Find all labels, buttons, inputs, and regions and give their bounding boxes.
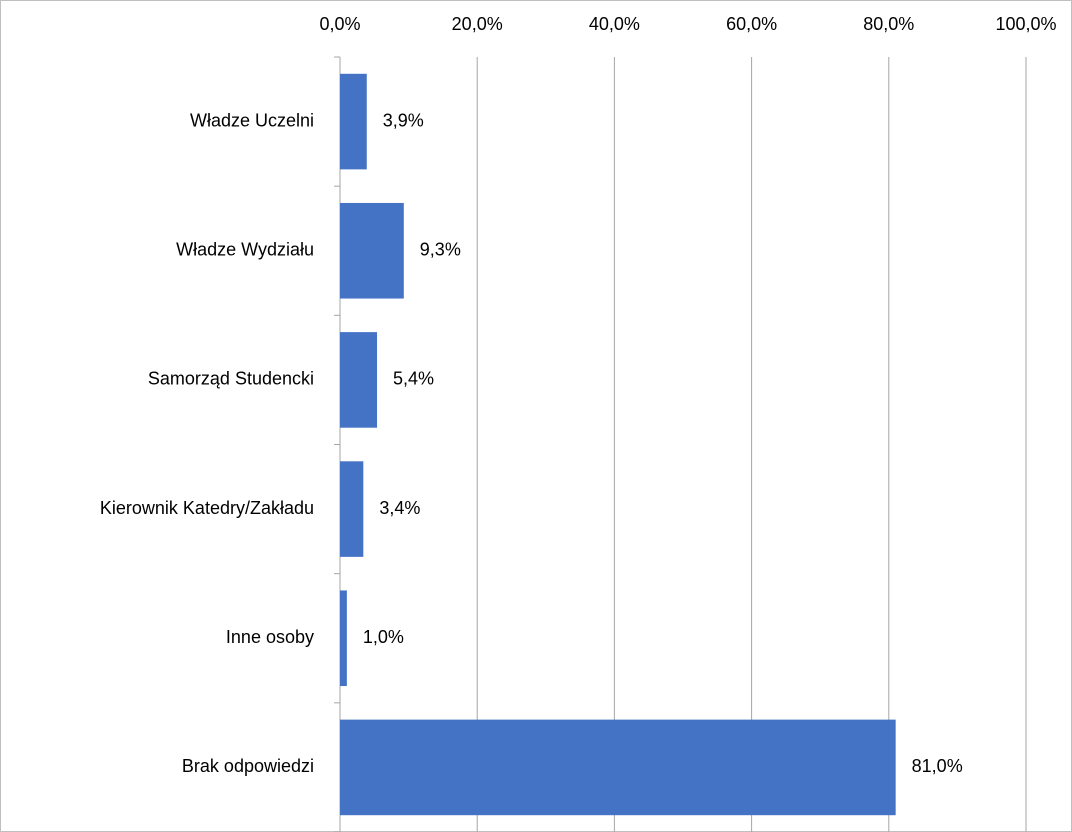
bar [340,461,364,557]
x-tick-label: 80,0% [863,14,914,34]
data-label: 9,3% [420,240,461,260]
y-tick-label: Brak odpowiedzi [182,756,314,776]
bar [340,202,404,299]
y-tick-label: Władze Uczelni [190,110,314,130]
data-label: 5,4% [393,369,434,389]
y-tick-label: Kierownik Katedry/Zakładu [100,498,314,518]
y-tick-label: Inne osoby [226,627,314,647]
bar [340,332,378,428]
data-label: 3,9% [383,110,424,130]
x-tick-label: 100,0% [995,14,1056,34]
x-tick-label: 40,0% [589,14,640,34]
x-tick-label: 20,0% [452,14,503,34]
x-tick-label: 0,0% [319,14,360,34]
data-label: 81,0% [912,756,963,776]
y-tick-label: Władze Wydziału [176,240,314,260]
data-label: 1,0% [363,627,404,647]
bar [340,590,347,687]
y-tick-label: Samorząd Studencki [148,369,314,389]
bar [340,719,896,816]
data-label: 3,4% [379,498,420,518]
bar [340,73,367,170]
x-tick-label: 60,0% [726,14,777,34]
